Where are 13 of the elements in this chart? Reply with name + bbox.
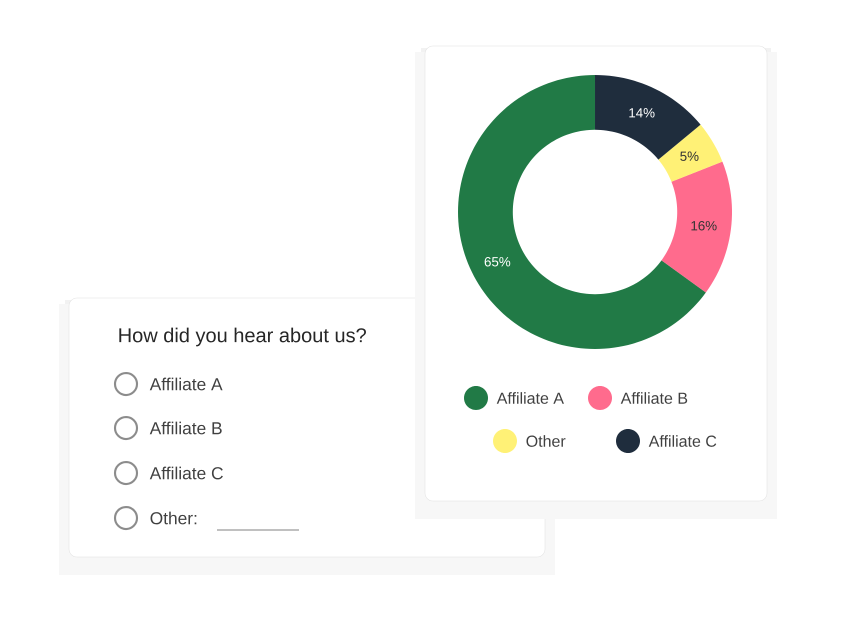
legend-label: Affiliate B [620,392,688,404]
text: Other: [150,512,196,524]
text: Affiliate A [150,378,223,390]
text: How did you hear about us? [119,328,366,346]
data-label: 16% [691,221,717,230]
data-label: 14% [629,108,655,118]
data-label: 65% [484,257,510,266]
text: Affiliate B [150,422,222,434]
data-label: 5% [680,152,699,161]
legend-label: Other [526,435,566,447]
legend-label: Affiliate A [496,392,564,404]
legend-label: Affiliate C [648,435,716,447]
text: Affiliate C [150,466,223,480]
